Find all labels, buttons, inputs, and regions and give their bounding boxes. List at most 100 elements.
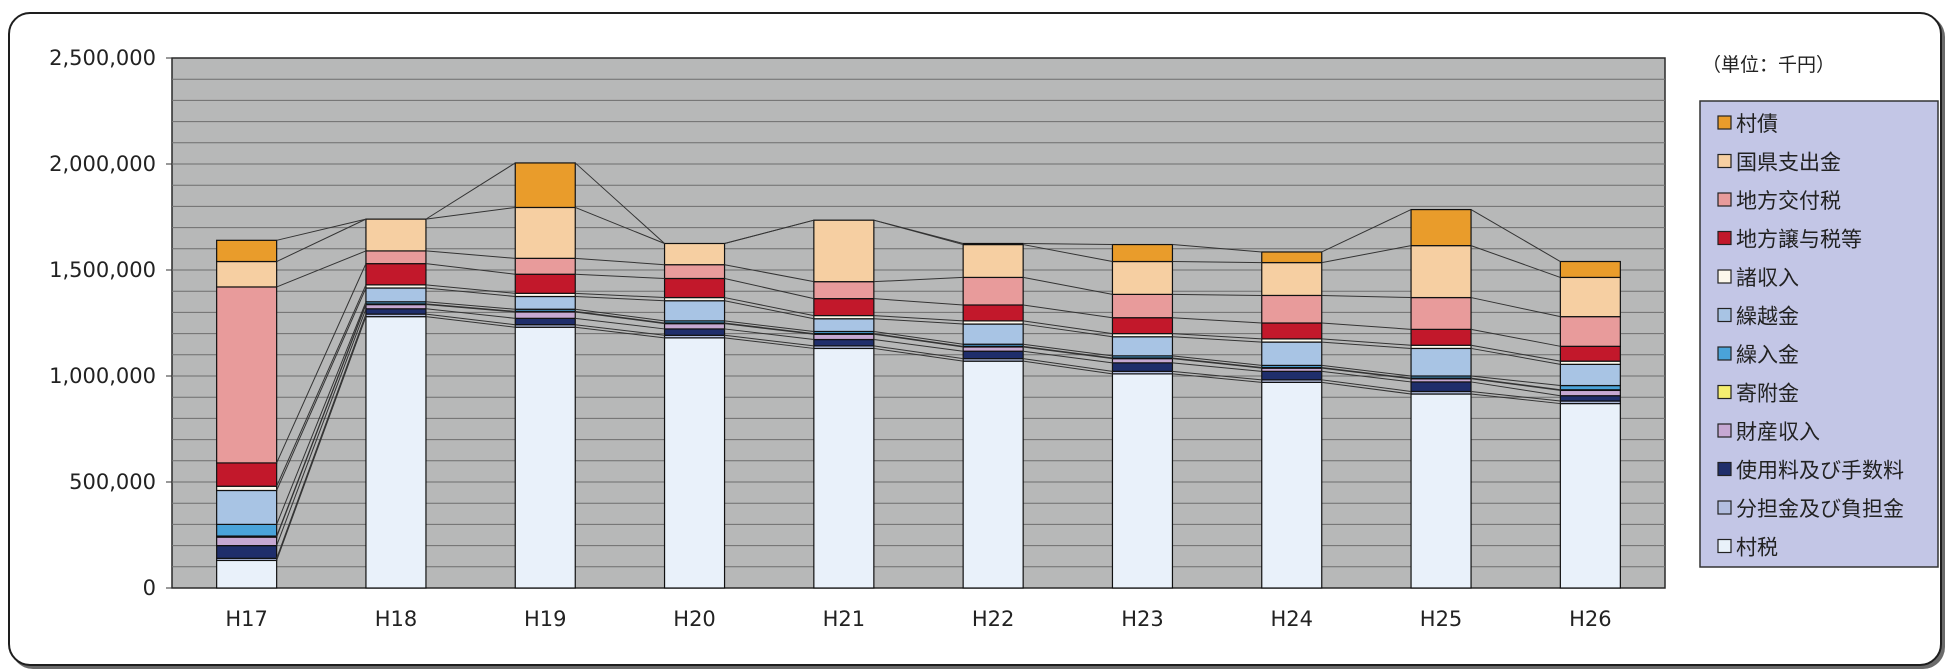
series-connector [1023,323,1113,338]
y-tick-label: 2,000,000 [49,152,156,176]
series-connector [1321,338,1412,346]
series-connector [1321,322,1412,330]
bar-segment [216,462,278,487]
series-connector [1023,243,1113,246]
series-connector [1470,347,1561,365]
legend-label: 村税 [1736,536,1778,560]
series-connector [575,257,665,266]
series-connector [1321,364,1412,377]
series-connector [1023,343,1113,357]
series-connector [1172,355,1262,366]
bar-segment [1111,336,1174,357]
legend-swatch [1717,538,1732,554]
legend-label: 国県支出金 [1736,151,1841,175]
series-connector [724,219,814,244]
series-connector [1172,357,1262,369]
series-connector [425,206,516,220]
bar-segment [514,162,576,209]
series-connector [1023,276,1113,295]
series-connector [873,347,964,362]
series-connector [1023,346,1113,360]
x-tick-label: H21 [823,607,866,631]
bar-segment [216,544,278,559]
bar-segment [1410,245,1472,299]
bar-segment [962,360,1024,589]
series-connector [276,218,367,262]
bar-segment [1559,363,1621,387]
series-connector [425,250,516,259]
series-connector [425,301,516,310]
bar-segment [1261,370,1323,381]
bar-segment [813,333,875,341]
bar-segment [365,303,427,310]
series-connector [1470,344,1561,362]
series-connector [276,218,367,241]
series-connector [574,162,665,244]
series-connector [276,284,367,487]
series-connector [575,296,665,302]
series-connector [425,308,516,319]
series-connector [1470,378,1561,391]
series-connector [1321,367,1412,380]
bar-segment [514,273,576,294]
legend-swatch [1717,269,1732,284]
bar-segment [1111,317,1174,335]
series-connector [575,308,665,322]
bar-segment [365,308,427,315]
x-tick-label: H24 [1270,607,1313,631]
series-connector [1023,350,1113,364]
series-connector [724,328,814,341]
series-connector [1321,209,1412,253]
series-connector [724,322,814,335]
legend-label: 財産収入 [1736,420,1820,444]
legend-swatch [1717,500,1732,515]
legend-box [1699,100,1939,568]
bar-segment [813,318,875,333]
bar-segment [1261,341,1323,366]
series-connector [276,250,367,288]
bar-segment [514,257,576,275]
series-connector [724,323,814,335]
legend-swatch [1717,346,1732,361]
bar-segment [813,281,875,300]
series-connector [425,287,516,297]
legend-label: 村債 [1736,112,1778,136]
series-connector [1470,393,1561,405]
bar-segment [813,219,875,283]
series-connector [1321,341,1412,349]
series-connector [575,273,665,279]
unit-label: （単位：千円） [1702,54,1835,76]
series-connector [276,316,367,561]
bar-segment [1559,276,1621,318]
bar-segment [1410,381,1472,393]
series-connector [1023,304,1113,319]
legend-label: 使用料及び手数料 [1736,459,1904,483]
bar-segment [216,260,278,288]
series-connector [1023,345,1113,359]
series-connector [575,311,665,325]
legend-swatch [1717,230,1732,246]
bar-segment [514,295,576,310]
bar-segment [365,263,427,286]
series-connector [724,297,814,317]
bar-segment [216,485,278,492]
bar-segment [962,276,1024,306]
bar-segment [1410,296,1472,330]
bar-segment [962,350,1024,360]
bar-segment [663,323,726,330]
bar-segment [514,206,576,259]
series-connector [276,308,367,546]
series-connector [873,315,964,322]
bar-segment [216,239,278,263]
x-tick-label: H20 [673,607,716,631]
series-connector [575,292,665,299]
series-connector [1172,358,1262,369]
bar-segment [813,347,875,589]
series-connector [276,303,367,537]
legend-label: 地方譲与税等 [1736,228,1862,252]
series-connector [1321,381,1412,395]
legend-swatch [1717,423,1732,438]
series-connector [1172,293,1262,296]
series-connector [1321,245,1412,264]
